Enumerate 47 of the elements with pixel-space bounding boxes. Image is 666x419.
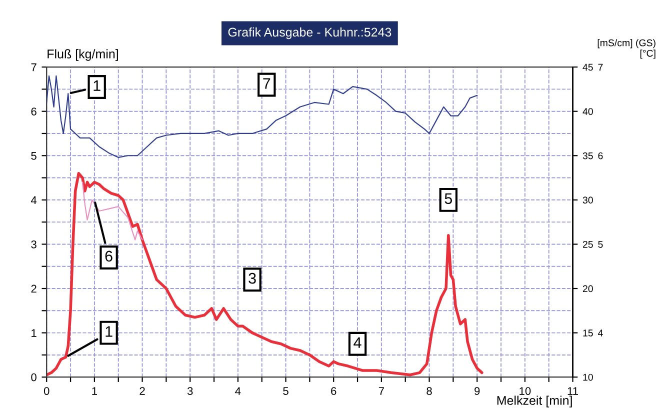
y2-tick-label: 20 <box>582 285 593 292</box>
y-tick-label: 5 <box>31 152 36 160</box>
y-axis-title: Fluß [kg/min] <box>48 49 118 61</box>
x-tick-label: 11 <box>568 387 578 395</box>
y-tick-label: 4 <box>30 196 37 204</box>
x-tick-label: 2 <box>140 387 145 395</box>
y3-tick-label: 4 <box>598 330 603 336</box>
x-tick-label: 1 <box>92 387 97 395</box>
y-tick-label: 6 <box>31 108 36 116</box>
annotation: 1 <box>94 80 100 91</box>
annotation: 5 <box>444 193 452 204</box>
line-series <box>46 172 484 376</box>
y-tick-label: 0 <box>31 373 36 382</box>
x-tick-label: 3 <box>187 387 193 395</box>
line-series <box>82 182 143 240</box>
y2-axis-title: [°C] <box>640 50 656 59</box>
line-series <box>46 75 478 158</box>
y-tick-label: 3 <box>31 240 36 248</box>
y2-tick-label: 45 <box>582 64 593 71</box>
annotation: 6 <box>105 250 112 262</box>
y2-tick-label: 30 <box>582 196 593 204</box>
y-tick-label: 7 <box>31 63 36 72</box>
y2-tick-label: 25 <box>582 240 593 248</box>
y2-tick-label: 15 <box>583 330 593 336</box>
y3-tick-label: 6 <box>598 152 603 160</box>
annotation: 7 <box>263 78 270 89</box>
x-tick-label: 8 <box>426 387 432 395</box>
y2-tick-label: 40 <box>582 108 593 115</box>
annotation: 4 <box>354 337 362 348</box>
x-tick-label: 5 <box>283 387 288 395</box>
annotation: 3 <box>248 272 256 284</box>
x-axis-title: Melkzeit [min] <box>497 396 572 408</box>
x-tick-label: 4 <box>235 387 241 395</box>
x-tick-label: 7 <box>378 387 384 395</box>
x-tick-label: 9 <box>474 387 480 395</box>
y2-tick-label: 35 <box>582 152 593 160</box>
chart-title: Grafik Ausgabe - Kuhnr.:5243 <box>228 27 392 40</box>
x-tick-label: 10 <box>520 387 531 395</box>
x-tick-label: 0 <box>44 387 50 395</box>
y3-tick-label: 7 <box>598 64 603 71</box>
x-tick-label: 6 <box>331 387 336 395</box>
y2-tick-label: 10 <box>583 374 593 381</box>
y3-axis-title: [mS/cm] (GS) <box>598 39 656 48</box>
y-tick-label: 1 <box>32 329 36 337</box>
y3-tick-label: 5 <box>598 241 603 248</box>
y-tick-label: 2 <box>31 284 36 293</box>
annotation: 1 <box>106 326 112 337</box>
